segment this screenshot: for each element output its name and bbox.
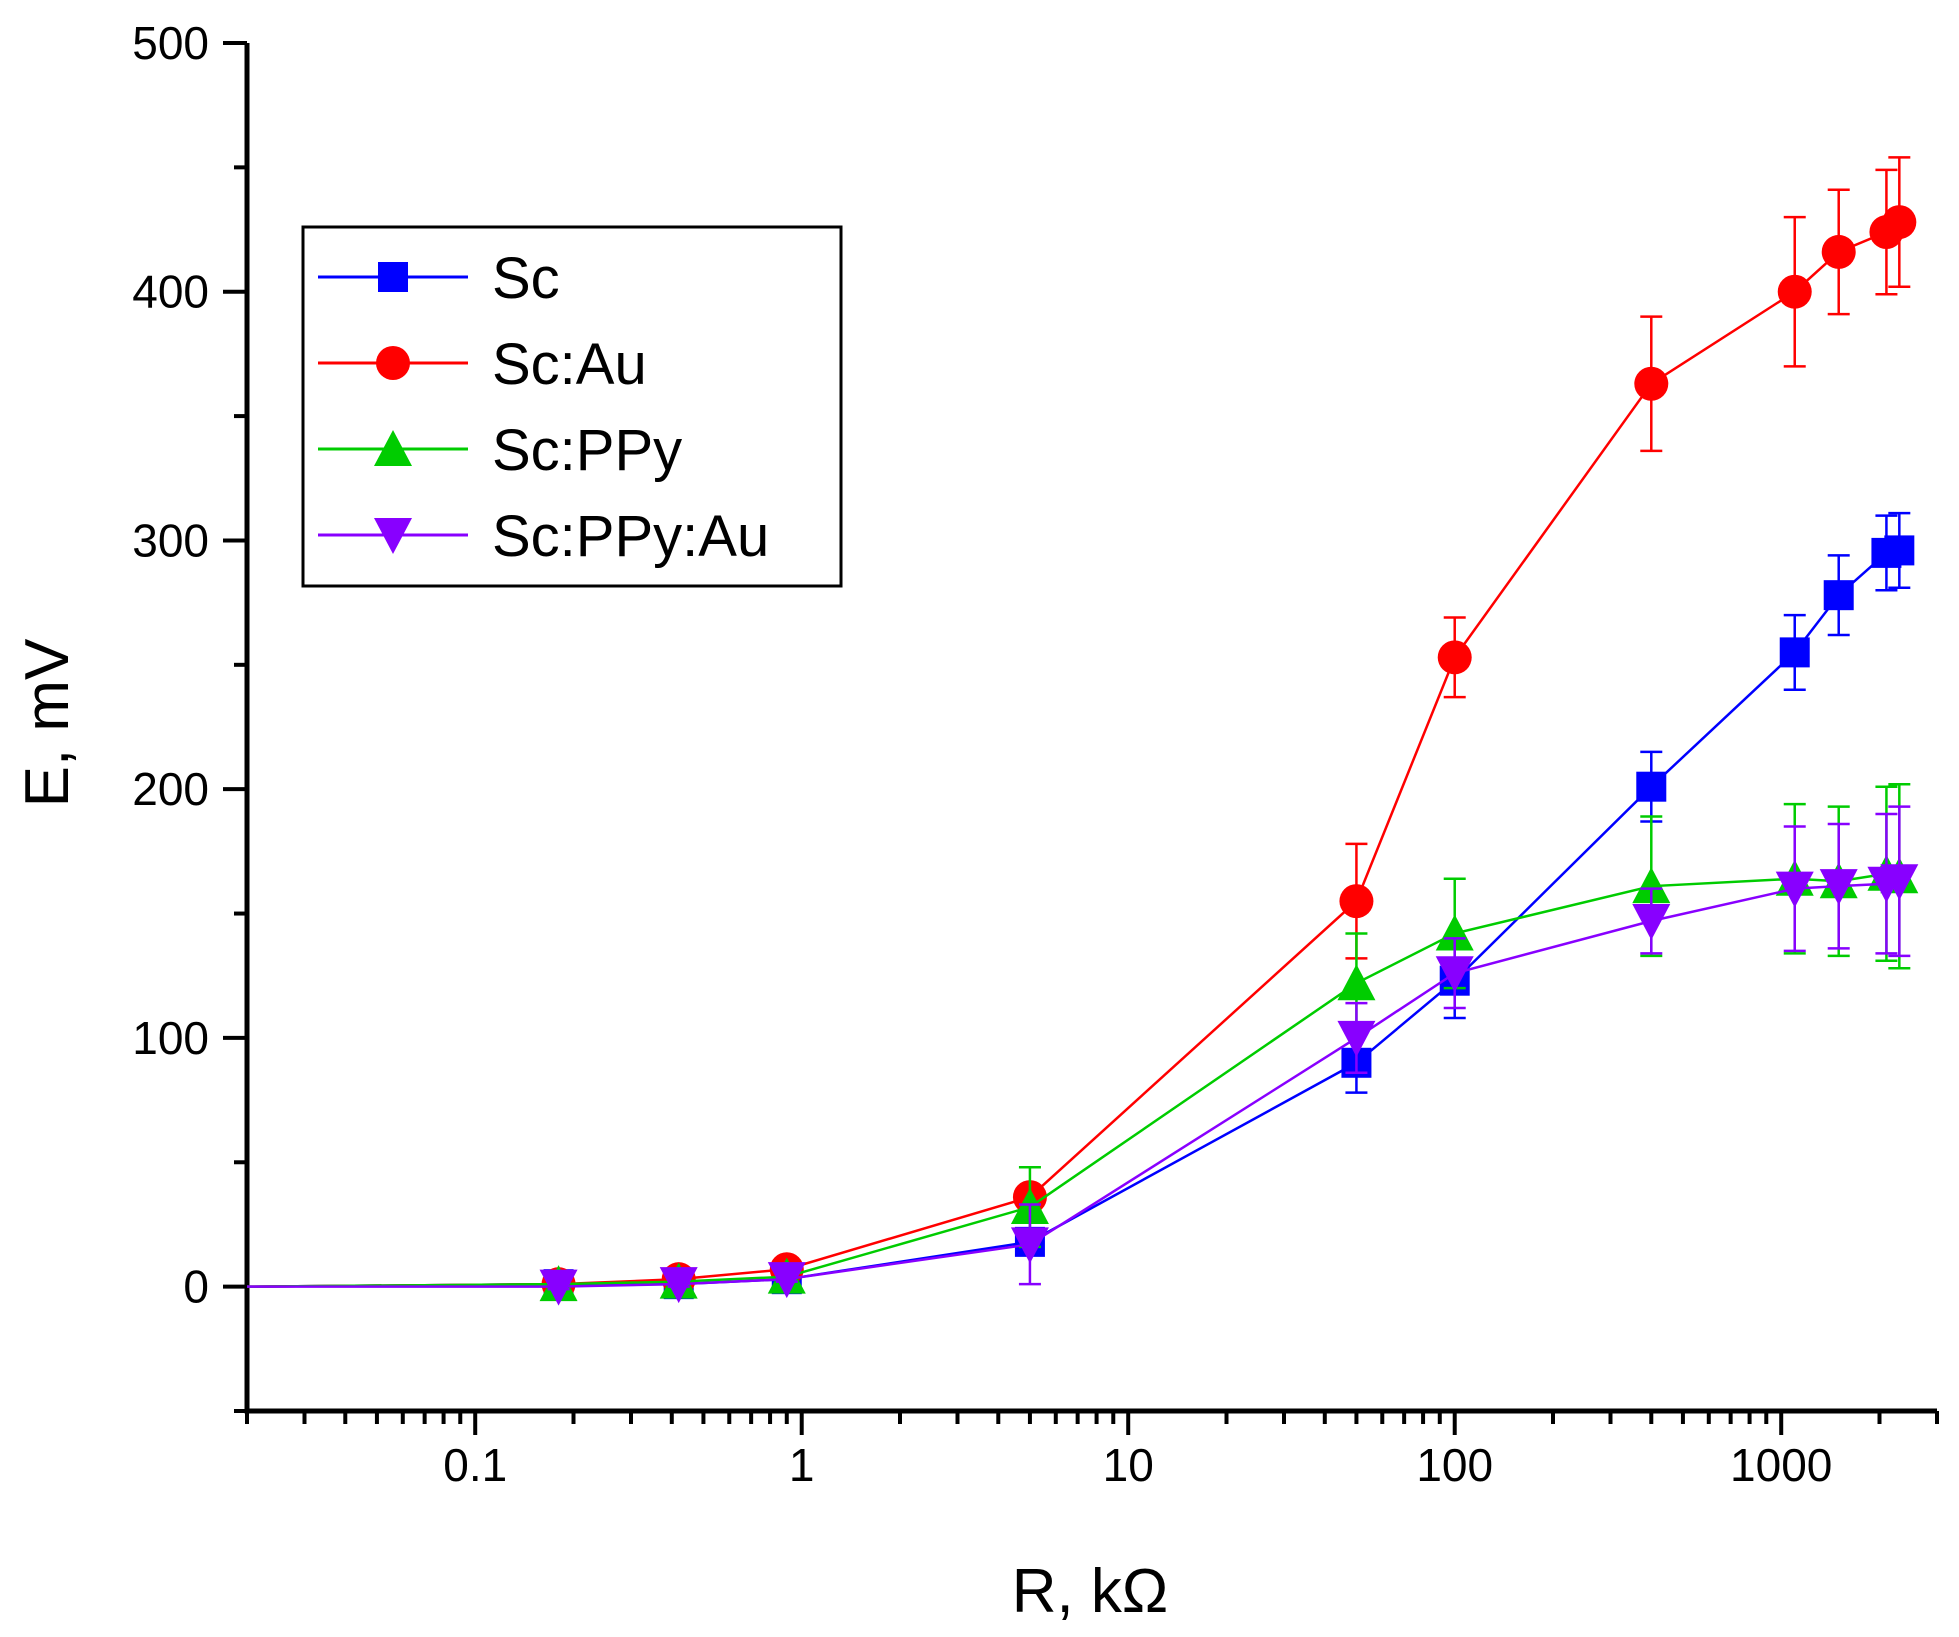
data-point bbox=[1337, 964, 1376, 1001]
legend-marker bbox=[378, 262, 408, 292]
data-point bbox=[1437, 640, 1472, 675]
x-axis-title: R, kΩ bbox=[1012, 1557, 1169, 1626]
data-point bbox=[1435, 914, 1474, 951]
data-point bbox=[1880, 864, 1919, 901]
data-point bbox=[1823, 580, 1854, 611]
data-point bbox=[1779, 637, 1810, 668]
series-sc-ppy-au bbox=[247, 805, 1919, 1306]
data-point bbox=[1821, 234, 1856, 269]
data-point bbox=[1775, 871, 1814, 908]
axes: 0 100 200 300 400 500 0.1 1 10 100 1000 bbox=[132, 17, 1939, 1491]
y-tick-label: 500 bbox=[132, 17, 209, 69]
data-point bbox=[1634, 366, 1669, 401]
series-sc-ppy bbox=[246, 782, 1919, 1302]
data-point bbox=[1884, 535, 1915, 566]
legend-label: Sc:PPy:Au bbox=[492, 504, 769, 569]
x-tick-label: 10 bbox=[1103, 1439, 1154, 1491]
data-point bbox=[539, 1269, 578, 1306]
data-point bbox=[1435, 956, 1474, 993]
y-tick-label: 100 bbox=[132, 1012, 209, 1064]
x-tick-label: 1000 bbox=[1730, 1439, 1832, 1491]
y-axis-title: E, mV bbox=[13, 638, 82, 807]
y-tick-label: 400 bbox=[132, 266, 209, 318]
data-point bbox=[1339, 884, 1374, 919]
data-point bbox=[767, 1262, 806, 1299]
legend-marker bbox=[374, 430, 412, 466]
y-tick-label: 200 bbox=[132, 763, 209, 815]
y-tick-label: 300 bbox=[132, 514, 209, 566]
y-tick-label: 0 bbox=[183, 1261, 209, 1313]
data-point bbox=[1819, 869, 1858, 906]
data-point bbox=[1777, 274, 1812, 309]
data-point bbox=[1632, 867, 1671, 904]
legend-label: Sc:Au bbox=[492, 332, 647, 397]
data-point bbox=[1636, 771, 1667, 802]
x-tick-label: 1 bbox=[789, 1439, 815, 1491]
data-point bbox=[1337, 1020, 1376, 1057]
legend-label: Sc bbox=[492, 246, 560, 311]
data-point bbox=[1632, 904, 1671, 941]
data-point bbox=[1010, 1227, 1049, 1264]
data-point bbox=[1882, 205, 1917, 240]
legend-marker bbox=[374, 518, 412, 554]
legend: Sc Sc:Au Sc:PPy Sc:PPy:Au bbox=[301, 225, 843, 588]
series-layer bbox=[246, 156, 1919, 1306]
x-tick-label: 100 bbox=[1416, 1439, 1493, 1491]
data-point bbox=[659, 1267, 698, 1304]
x-tick-label: 0.1 bbox=[443, 1439, 507, 1491]
legend-marker bbox=[376, 346, 410, 380]
legend-label: Sc:PPy bbox=[492, 418, 682, 483]
